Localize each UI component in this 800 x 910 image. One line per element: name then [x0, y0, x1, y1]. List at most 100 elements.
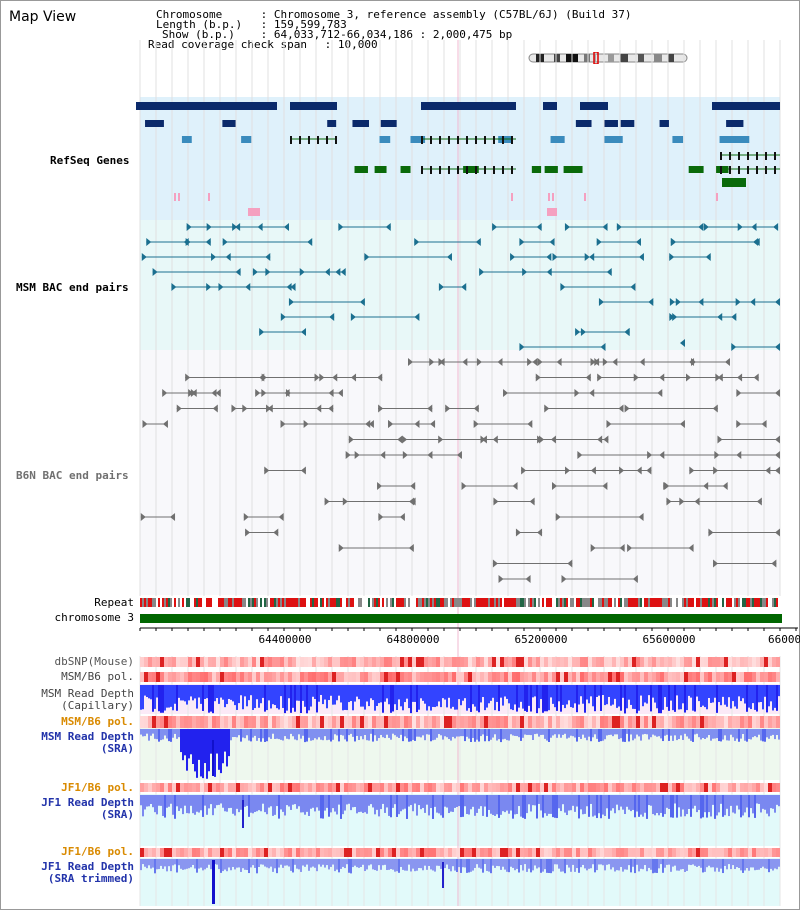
chromosome-ideogram[interactable] [528, 52, 690, 64]
pol-bin [704, 657, 708, 667]
depth-bar [278, 859, 280, 868]
bac-end-marker [619, 544, 625, 552]
repeat-block [620, 598, 622, 607]
pol-bin [332, 848, 336, 857]
pol-bin [240, 657, 244, 667]
msm-b6-pol-label-2[interactable]: MSM/B6 pol. [61, 715, 134, 728]
jf1-read-depth-trim-label[interactable]: JF1 Read Depth [41, 860, 134, 873]
chromosome-track-label[interactable]: chromosome 3 [54, 611, 134, 624]
depth-bar [578, 685, 580, 705]
pol-bin [356, 657, 360, 667]
pol-bin [396, 657, 400, 667]
depth-bar [608, 795, 610, 819]
depth-bar [672, 859, 674, 867]
depth-bar [456, 729, 458, 737]
pol-bin [764, 672, 768, 682]
depth-bar [238, 859, 240, 868]
pol-bin [712, 657, 716, 667]
depth-bar [626, 729, 628, 734]
dbsnp-label[interactable]: dbSNP(Mouse) [54, 655, 134, 668]
pol-bin [508, 848, 512, 857]
msm-b6-pol-label-1[interactable]: MSM/B6 pol. [61, 670, 134, 683]
depth-bar [180, 685, 182, 701]
depth-bar [634, 795, 636, 818]
pol-bin [348, 848, 352, 857]
depth-bar [284, 685, 286, 714]
pol-bin [700, 657, 704, 667]
jf1-b6-pol-label-2[interactable]: JF1/B6 pol. [61, 845, 134, 858]
repeat-block [498, 598, 500, 607]
bac-end-marker [731, 343, 737, 351]
repeat-block [274, 598, 276, 607]
depth-bar [700, 729, 702, 740]
depth-bar [178, 859, 180, 866]
depth-bar [364, 859, 366, 872]
depth-bar [328, 685, 330, 701]
msm-read-depth-sra-label[interactable]: MSM Read Depth [41, 730, 134, 743]
depth-bar [350, 795, 352, 811]
pol-bin [712, 716, 716, 728]
repeat-block [270, 598, 272, 607]
refseq-genes-label[interactable]: RefSeq Genes [50, 154, 130, 167]
depth-bar [242, 685, 244, 710]
region-info: Chromosome : Chromosome 3, reference ass… [148, 8, 632, 51]
pol-bin [180, 672, 184, 682]
bac-end-marker [368, 420, 374, 428]
repeat-label[interactable]: Repeat [94, 596, 134, 609]
depth-bar [778, 859, 780, 867]
pol-bin [244, 783, 248, 792]
pol-bin [404, 783, 408, 792]
depth-bar [314, 685, 316, 700]
repeat-block [292, 598, 294, 607]
depth-bar [296, 685, 298, 701]
depth-bar [156, 685, 158, 698]
pol-bin [456, 672, 460, 682]
depth-bar [288, 685, 290, 699]
bac-end-marker [377, 482, 383, 490]
depth-bar [388, 729, 390, 738]
depth-bar [214, 685, 216, 702]
depth-bar [760, 859, 762, 869]
pol-bin [408, 657, 412, 667]
msm-read-depth-cap-label[interactable]: MSM Read Depth [41, 687, 134, 700]
bac-end-marker [473, 404, 479, 413]
depth-bar [254, 729, 256, 736]
depth-bar [310, 859, 312, 868]
depth-bar [670, 795, 672, 818]
jf1-read-depth-sra-label[interactable]: JF1 Read Depth [41, 796, 134, 809]
pol-bin [224, 672, 228, 682]
bac-end-marker [350, 313, 356, 321]
depth-bar [378, 685, 380, 704]
b6n-bac-label[interactable]: B6N BAC end pairs [16, 469, 129, 482]
pol-bin [308, 672, 312, 682]
pol-bin [688, 672, 692, 682]
pol-bin [576, 657, 580, 667]
depth-bar [150, 685, 152, 700]
depth-bar [168, 685, 170, 708]
bac-end-marker [328, 404, 334, 413]
depth-bar [628, 729, 630, 742]
depth-bar [572, 859, 574, 865]
pol-bin [252, 657, 256, 667]
depth-bar [632, 729, 634, 741]
depth-bar [496, 685, 498, 702]
jf1-b6-pol-label-1[interactable]: JF1/B6 pol. [61, 781, 134, 794]
pol-bin [540, 848, 544, 857]
refseq-exon [774, 152, 776, 160]
depth-bar [426, 729, 428, 735]
pol-bin [260, 657, 264, 667]
depth-bar [674, 729, 676, 736]
depth-bar [758, 729, 760, 735]
depth-bar [542, 859, 544, 872]
pol-bin [616, 848, 620, 857]
depth-bar [306, 729, 308, 742]
repeat-block [778, 598, 780, 607]
depth-bar [302, 729, 304, 736]
pol-bin [408, 783, 412, 792]
refseq-gene [735, 136, 750, 143]
msm-bac-label[interactable]: MSM BAC end pairs [16, 281, 129, 294]
pol-bin [212, 848, 216, 857]
repeat-block [458, 598, 460, 607]
depth-bar [186, 795, 188, 814]
repeat-block [244, 598, 246, 607]
